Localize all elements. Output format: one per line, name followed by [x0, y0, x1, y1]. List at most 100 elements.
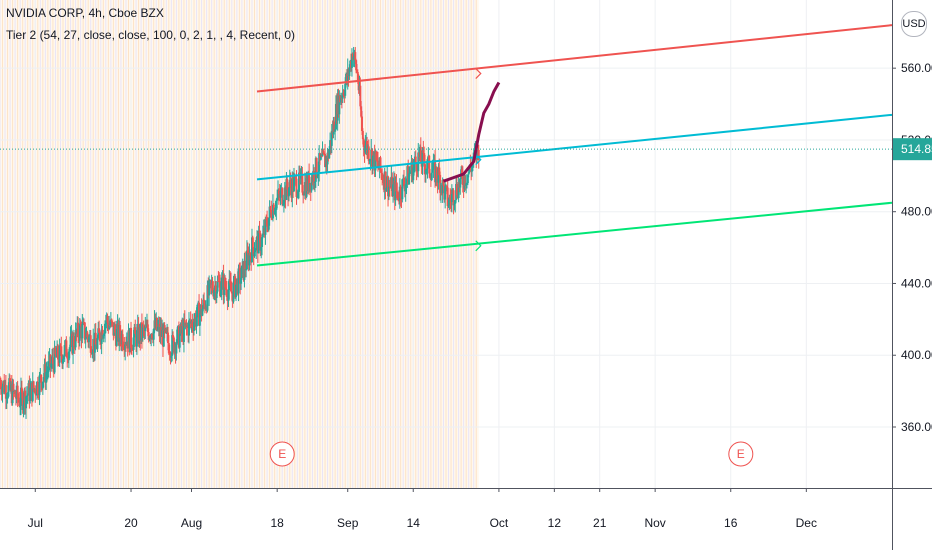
- candle-body: [59, 345, 62, 347]
- candle-body: [45, 372, 48, 383]
- candle-body: [22, 404, 25, 410]
- candle-body: [302, 192, 305, 195]
- candle-body: [319, 155, 322, 160]
- candle-body: [103, 323, 106, 334]
- candle-body: [89, 335, 92, 353]
- candle-body: [303, 194, 306, 196]
- candle-body: [381, 173, 384, 180]
- candle-body: [313, 170, 316, 183]
- candle-body: [135, 330, 138, 347]
- candle-body: [282, 202, 285, 205]
- candle-body: [21, 392, 24, 410]
- candle-body: [56, 345, 59, 360]
- candle-body: [132, 337, 135, 350]
- candle-body: [466, 174, 469, 184]
- time-tick-label: Aug: [181, 516, 202, 530]
- candle-body: [86, 332, 89, 338]
- candle-body: [267, 218, 270, 230]
- forecast-line: [442, 81, 501, 183]
- candle-body: [224, 287, 227, 290]
- candle-body: [25, 396, 28, 409]
- candle-body: [91, 352, 94, 354]
- candle-body: [11, 383, 14, 404]
- candle-body: [29, 387, 32, 402]
- candle-body: [110, 319, 113, 322]
- candle-body: [422, 150, 425, 154]
- candle-body: [175, 343, 178, 354]
- candle-body: [53, 347, 56, 373]
- candle-body: [389, 186, 392, 188]
- candle-body: [198, 313, 201, 326]
- candle-body: [98, 332, 101, 342]
- candle-body: [369, 160, 372, 162]
- candle-body: [355, 70, 358, 73]
- candle-body: [156, 318, 159, 330]
- candle-body: [318, 153, 321, 172]
- candle-body: [426, 159, 429, 169]
- earnings-label: E: [737, 447, 745, 461]
- candle-body: [269, 206, 272, 210]
- candle-body: [114, 325, 117, 333]
- candle-body: [77, 322, 80, 337]
- candle-body: [375, 151, 378, 161]
- candle-body: [424, 164, 427, 174]
- candle-body: [215, 291, 218, 298]
- candle-body: [5, 397, 8, 399]
- candle-body: [299, 174, 302, 179]
- earnings-marker: [269, 441, 295, 467]
- candle-body: [446, 187, 449, 206]
- candle-body: [31, 381, 34, 401]
- candle-body: [260, 246, 263, 251]
- symbol-title[interactable]: NVIDIA CORP, 4h, Cboe BZX: [6, 6, 164, 20]
- candle-body: [384, 171, 387, 192]
- candle-body: [106, 316, 109, 323]
- candle-body: [239, 268, 242, 284]
- candle-body: [49, 354, 52, 368]
- candle-body: [445, 185, 448, 188]
- candle-body: [361, 130, 364, 140]
- candle-body: [330, 130, 333, 146]
- candle-body: [109, 325, 112, 327]
- candle-body: [235, 284, 238, 298]
- candle-body: [316, 175, 319, 177]
- candle-body: [392, 184, 395, 197]
- candle-body: [224, 277, 227, 288]
- candle-body: [130, 327, 133, 348]
- candle-body: [131, 349, 134, 351]
- candle-body: [167, 342, 170, 354]
- candle-body: [334, 129, 337, 132]
- candle-body: [219, 281, 222, 296]
- candle-body: [144, 325, 147, 331]
- candle-body: [83, 322, 86, 340]
- candle-body: [103, 333, 106, 336]
- current-price-badge: [893, 138, 932, 161]
- candle-body: [108, 325, 111, 330]
- candle-body: [287, 188, 290, 197]
- candle-body: [230, 291, 233, 294]
- candle-body: [67, 351, 70, 361]
- candle-body: [216, 281, 219, 292]
- candle-body: [461, 175, 464, 185]
- currency-button[interactable]: USD: [901, 11, 927, 37]
- candle-body: [170, 355, 173, 358]
- candle-body: [387, 186, 390, 197]
- indicator-legend[interactable]: Tier 2 (54, 27, close, close, 100, 0, 2,…: [6, 28, 296, 42]
- candle-body: [476, 146, 479, 160]
- earnings-label: E: [278, 447, 286, 461]
- candle-body: [169, 353, 172, 358]
- candle-body: [9, 378, 12, 390]
- candle-body: [453, 203, 456, 206]
- candle-body: [459, 178, 462, 188]
- candle-body: [421, 150, 424, 167]
- candle-body: [274, 210, 277, 212]
- candle-body: [88, 336, 91, 343]
- candle-body: [254, 250, 257, 253]
- channel-line-upper: [256, 24, 893, 93]
- candle-body: [405, 179, 408, 185]
- candle-body: [61, 358, 64, 364]
- candle-body: [16, 385, 19, 398]
- candle-body: [350, 54, 353, 68]
- candle-body: [265, 218, 268, 220]
- candle-body: [41, 381, 44, 389]
